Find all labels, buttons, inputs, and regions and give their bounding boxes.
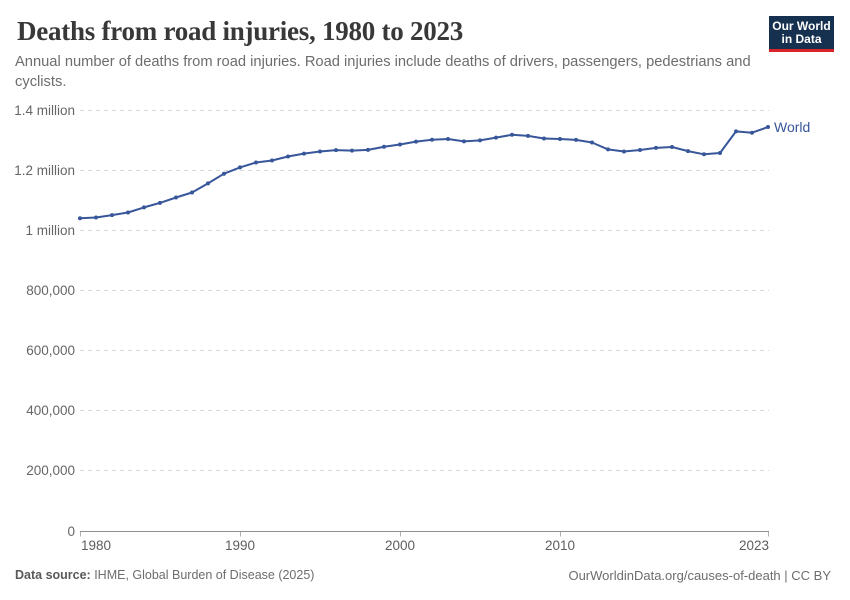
svg-text:600,000: 600,000: [26, 343, 75, 358]
svg-text:2023: 2023: [739, 538, 769, 553]
svg-text:1 million: 1 million: [25, 223, 75, 238]
svg-text:2010: 2010: [545, 538, 575, 553]
svg-text:1980: 1980: [81, 538, 111, 553]
svg-text:2000: 2000: [385, 538, 415, 553]
svg-text:0: 0: [67, 524, 75, 539]
svg-text:1.4 million: 1.4 million: [14, 103, 75, 118]
svg-text:1990: 1990: [225, 538, 255, 553]
svg-text:400,000: 400,000: [26, 403, 75, 418]
svg-text:World: World: [774, 119, 810, 135]
svg-text:200,000: 200,000: [26, 463, 75, 478]
svg-text:1.2 million: 1.2 million: [14, 163, 75, 178]
svg-text:800,000: 800,000: [26, 283, 75, 298]
